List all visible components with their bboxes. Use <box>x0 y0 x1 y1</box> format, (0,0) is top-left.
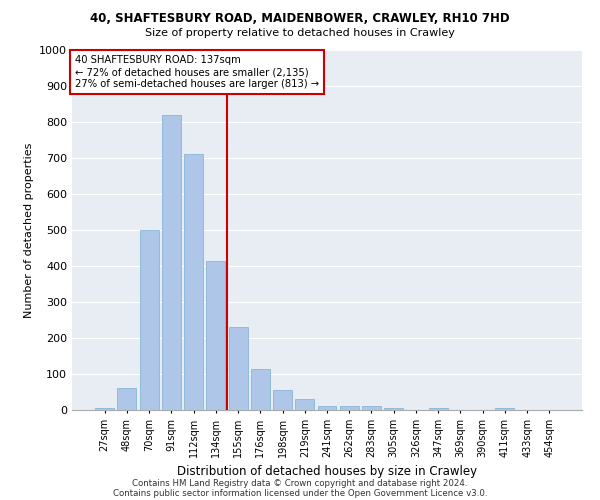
Text: 40 SHAFTESBURY ROAD: 137sqm
← 72% of detached houses are smaller (2,135)
27% of : 40 SHAFTESBURY ROAD: 137sqm ← 72% of det… <box>74 56 319 88</box>
Bar <box>496 408 514 410</box>
Bar <box>362 406 381 410</box>
Text: Size of property relative to detached houses in Crawley: Size of property relative to detached ho… <box>145 28 455 38</box>
Y-axis label: Number of detached properties: Number of detached properties <box>23 142 34 318</box>
Bar <box>273 390 292 410</box>
Bar <box>162 115 181 410</box>
Bar <box>118 388 136 410</box>
Bar <box>340 406 359 410</box>
Bar <box>229 327 248 410</box>
Text: Contains HM Land Registry data © Crown copyright and database right 2024.: Contains HM Land Registry data © Crown c… <box>132 478 468 488</box>
X-axis label: Distribution of detached houses by size in Crawley: Distribution of detached houses by size … <box>177 466 477 478</box>
Bar <box>140 230 158 410</box>
Bar <box>384 408 403 410</box>
Bar <box>317 406 337 410</box>
Text: Contains public sector information licensed under the Open Government Licence v3: Contains public sector information licen… <box>113 488 487 498</box>
Bar <box>206 260 225 410</box>
Bar <box>184 154 203 410</box>
Bar <box>251 368 270 410</box>
Bar <box>295 399 314 410</box>
Bar <box>95 408 114 410</box>
Text: 40, SHAFTESBURY ROAD, MAIDENBOWER, CRAWLEY, RH10 7HD: 40, SHAFTESBURY ROAD, MAIDENBOWER, CRAWL… <box>90 12 510 26</box>
Bar <box>429 408 448 410</box>
